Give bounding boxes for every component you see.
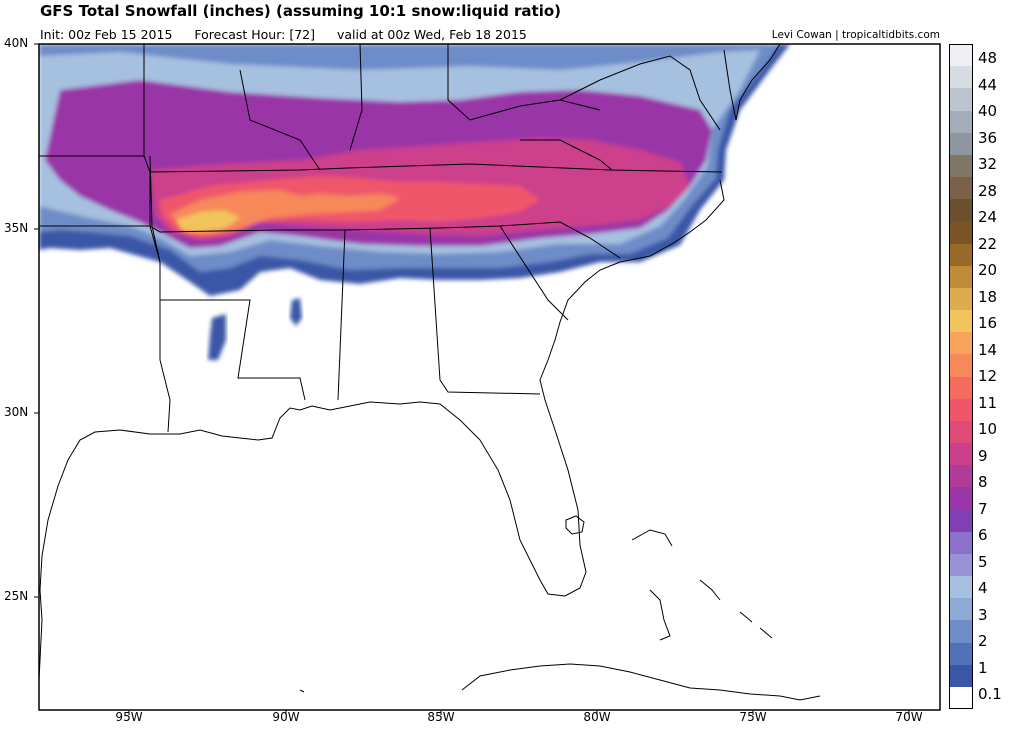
colorbar-segment bbox=[949, 487, 973, 511]
colorbar-segment bbox=[949, 110, 973, 134]
state-line-al-ga bbox=[429, 227, 541, 395]
colorbar-label: 44 bbox=[978, 75, 998, 94]
credit: Levi Cowan | tropicaltidbits.com bbox=[771, 29, 940, 41]
valid-time: valid at 00z Wed, Feb 18 2015 bbox=[336, 27, 527, 42]
cuba bbox=[461, 663, 821, 701]
axis-ticks bbox=[34, 43, 910, 715]
colorbar-label: 3 bbox=[978, 605, 988, 624]
run-info: Init: 00z Feb 15 2015 Forecast Hour: [72… bbox=[40, 27, 545, 42]
colorbar-segment bbox=[949, 509, 973, 533]
state-line-mo-il bbox=[239, 69, 321, 171]
colorbar-label: 10 bbox=[978, 420, 998, 438]
colorbar-label: 40 bbox=[978, 102, 998, 120]
snow-patch-1 bbox=[208, 314, 226, 360]
state-line-wv-va bbox=[559, 55, 721, 131]
snow-band-18 bbox=[176, 210, 240, 232]
colorbar-segment bbox=[949, 310, 973, 333]
lat-label-40n: 40N bbox=[4, 36, 29, 50]
lake-okeechobee bbox=[565, 515, 585, 535]
land-hint-1 bbox=[299, 689, 305, 693]
colorbar-segment bbox=[949, 576, 973, 599]
colorbar-label: 20 bbox=[978, 261, 998, 279]
colorbar-label: 11 bbox=[978, 393, 998, 412]
state-line-ky-va bbox=[520, 139, 613, 171]
colorbar-label: 48 bbox=[978, 49, 998, 67]
colorbar-segment bbox=[949, 265, 973, 289]
state-line-in-oh bbox=[447, 44, 601, 121]
colorbar-segment bbox=[949, 221, 973, 245]
lat-label-25n: 25N bbox=[4, 589, 29, 603]
lon-label-85w: 85W bbox=[427, 710, 455, 724]
colorbar-label: 18 bbox=[978, 287, 998, 306]
colorbar-segment bbox=[949, 553, 973, 577]
colorbar-segment bbox=[949, 398, 973, 422]
colorbar-label: 5 bbox=[978, 552, 988, 571]
state-line-35n bbox=[39, 221, 621, 259]
colorbar-label: 7 bbox=[978, 499, 988, 518]
state-line-ar-la bbox=[159, 300, 171, 433]
lon-label-90w: 90W bbox=[272, 710, 300, 724]
lat-label-30n: 30N bbox=[4, 405, 29, 419]
colorbar-segment bbox=[949, 620, 973, 644]
colorbar-label: 16 bbox=[978, 314, 998, 332]
lat-label-35n: 35N bbox=[4, 221, 29, 235]
colorbar-label: 14 bbox=[978, 340, 998, 359]
state-line-36-5n bbox=[39, 155, 723, 173]
colorbar-segment bbox=[949, 177, 973, 200]
colorbar-segment bbox=[949, 686, 973, 710]
colorbar-segment bbox=[949, 664, 973, 688]
colorbar-segment bbox=[949, 243, 973, 267]
colorbar-label: 36 bbox=[978, 128, 998, 147]
state-line-il-in bbox=[349, 44, 363, 151]
lon-label-70w: 70W bbox=[895, 710, 923, 724]
colorbar-segment bbox=[949, 465, 973, 488]
colorbar-segment bbox=[949, 44, 973, 67]
colorbar-segment bbox=[949, 443, 973, 466]
colorbar-label: 22 bbox=[978, 234, 998, 253]
map-boundaries bbox=[39, 44, 821, 701]
colorbar-segment bbox=[949, 287, 973, 311]
colorbar-label: 4 bbox=[978, 579, 988, 597]
lon-label-75w: 75W bbox=[739, 710, 767, 724]
lon-label-80w: 80W bbox=[583, 710, 611, 724]
colorbar-segment bbox=[949, 354, 973, 378]
colorbar-segment bbox=[949, 88, 973, 112]
colorbar-segment bbox=[949, 642, 973, 666]
colorbar-segment bbox=[949, 199, 973, 222]
colorbar-label: 1 bbox=[978, 658, 988, 677]
colorbar-segment bbox=[949, 531, 973, 555]
chart-title: GFS Total Snowfall (inches) (assuming 10… bbox=[40, 2, 562, 20]
colorbar-label: 9 bbox=[978, 446, 988, 465]
bahamas bbox=[631, 529, 773, 641]
colorbar-segment bbox=[949, 420, 973, 444]
colorbar-border bbox=[949, 44, 973, 709]
colorbar-segment bbox=[949, 154, 973, 178]
colorbar-segment bbox=[949, 376, 973, 400]
map-frame bbox=[38, 43, 941, 711]
colorbar bbox=[949, 44, 973, 710]
snowfall-shading bbox=[39, 44, 790, 360]
colorbar-label: 32 bbox=[978, 155, 998, 173]
colorbar-label: 2 bbox=[978, 632, 988, 650]
colorbar-segment bbox=[949, 132, 973, 156]
colorbar-label: 6 bbox=[978, 526, 988, 544]
colorbar-segment bbox=[949, 66, 973, 89]
colorbar-label: 12 bbox=[978, 367, 998, 385]
init-time: Init: 00z Feb 15 2015 bbox=[40, 27, 173, 42]
snow-patch-2 bbox=[290, 298, 302, 326]
state-line-tn-ms bbox=[149, 172, 306, 401]
colorbar-label: 0.1 bbox=[978, 685, 1002, 703]
lon-label-95w: 95W bbox=[115, 710, 143, 724]
state-line-ga-sc bbox=[499, 225, 569, 321]
colorbar-segment bbox=[949, 598, 973, 621]
state-line-ok-ar bbox=[149, 155, 161, 263]
state-line-ms-al bbox=[337, 229, 346, 401]
colorbar-label: 28 bbox=[978, 181, 998, 200]
colorbar-label: 8 bbox=[978, 473, 988, 491]
state-line-md-de bbox=[723, 44, 781, 121]
colorbar-segment bbox=[949, 332, 973, 355]
colorbar-label: 24 bbox=[978, 208, 998, 226]
forecast-hour: Forecast Hour: [72] bbox=[194, 27, 315, 42]
